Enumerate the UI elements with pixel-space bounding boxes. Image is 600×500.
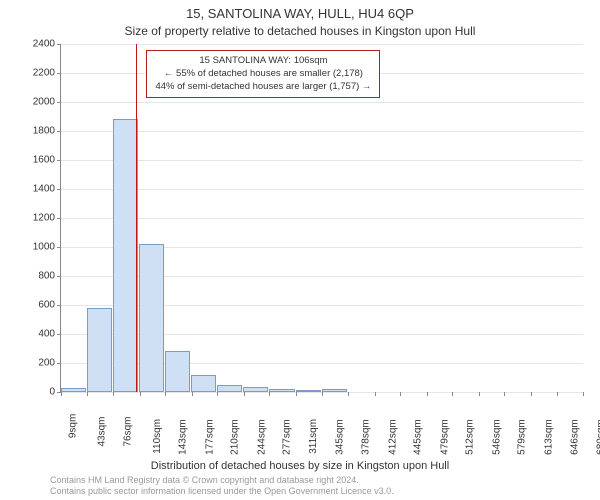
xtick-mark [504, 392, 505, 396]
page-title: 15, SANTOLINA WAY, HULL, HU4 6QP [0, 6, 600, 21]
xtick-mark [217, 392, 218, 396]
footer-line-2: Contains public sector information licen… [50, 486, 592, 498]
marker-line [136, 44, 137, 392]
ytick-mark [57, 276, 61, 277]
histogram-bar [296, 390, 321, 392]
ytick-mark [57, 73, 61, 74]
ytick-mark [57, 363, 61, 364]
xtick-mark [400, 392, 401, 396]
gridline [61, 102, 583, 103]
ytick-label: 2400 [33, 39, 55, 50]
ytick-mark [57, 189, 61, 190]
ytick-mark [57, 218, 61, 219]
xtick-mark [244, 392, 245, 396]
gridline [61, 160, 583, 161]
annotation-box: 15 SANTOLINA WAY: 106sqm← 55% of detache… [146, 50, 380, 98]
ytick-label: 1000 [33, 242, 55, 253]
xtick-mark [452, 392, 453, 396]
ytick-label: 600 [38, 300, 55, 311]
histogram-bar [217, 385, 242, 392]
ytick-label: 2000 [33, 97, 55, 108]
xtick-label: 479sqm [439, 419, 450, 455]
x-axis-label: Distribution of detached houses by size … [0, 460, 600, 472]
xtick-mark [192, 392, 193, 396]
histogram-bar [322, 389, 347, 392]
xtick-label: 311sqm [308, 419, 319, 454]
page-subtitle: Size of property relative to detached ho… [0, 24, 600, 38]
xtick-mark [140, 392, 141, 396]
footer-line-1: Contains HM Land Registry data © Crown c… [50, 475, 592, 487]
xtick-label: 579sqm [517, 419, 528, 455]
xtick-mark [269, 392, 270, 396]
xtick-label: 277sqm [282, 419, 293, 455]
xtick-mark [296, 392, 297, 396]
histogram-bar [165, 351, 190, 392]
xtick-mark [479, 392, 480, 396]
ytick-label: 200 [38, 358, 55, 369]
gridline [61, 131, 583, 132]
xtick-label: 9sqm [68, 414, 79, 438]
ytick-mark [57, 131, 61, 132]
histogram-bar [269, 389, 294, 392]
ytick-mark [57, 334, 61, 335]
ytick-mark [57, 160, 61, 161]
xtick-label: 378sqm [360, 419, 371, 455]
xtick-mark [583, 392, 584, 396]
histogram-bar [191, 375, 216, 392]
gridline [61, 218, 583, 219]
xtick-mark [322, 392, 323, 396]
ytick-label: 400 [38, 329, 55, 340]
xtick-label: 345sqm [335, 419, 346, 455]
annotation-line: 44% of semi-detached houses are larger (… [155, 81, 371, 94]
xtick-mark [87, 392, 88, 396]
xtick-label: 613sqm [543, 419, 554, 455]
ytick-label: 800 [38, 271, 55, 282]
ytick-label: 1600 [33, 155, 55, 166]
ytick-mark [57, 44, 61, 45]
ytick-label: 0 [49, 387, 55, 398]
xtick-label: 143sqm [178, 419, 189, 455]
xtick-label: 546sqm [491, 419, 502, 455]
gridline [61, 44, 583, 45]
ytick-mark [57, 305, 61, 306]
ytick-mark [57, 247, 61, 248]
xtick-label: 680sqm [595, 419, 600, 455]
ytick-label: 1200 [33, 213, 55, 224]
footer-attribution: Contains HM Land Registry data © Crown c… [50, 475, 592, 498]
xtick-mark [61, 392, 62, 396]
xtick-label: 210sqm [230, 419, 241, 455]
xtick-label: 412sqm [387, 419, 398, 455]
xtick-mark [348, 392, 349, 396]
xtick-mark [557, 392, 558, 396]
xtick-label: 110sqm [151, 419, 162, 454]
xtick-mark [531, 392, 532, 396]
xtick-mark [375, 392, 376, 396]
plot-area: 0200400600800100012001400160018002000220… [60, 44, 583, 393]
xtick-label: 76sqm [123, 417, 134, 447]
xtick-label: 512sqm [465, 419, 476, 455]
xtick-label: 646sqm [569, 419, 580, 455]
annotation-line: ← 55% of detached houses are smaller (2,… [155, 68, 371, 81]
xtick-label: 43sqm [97, 417, 108, 447]
xtick-mark [165, 392, 166, 396]
xtick-label: 445sqm [412, 419, 423, 455]
histogram-bar [87, 308, 112, 392]
ytick-label: 1400 [33, 184, 55, 195]
histogram-bar [113, 119, 138, 392]
xtick-label: 177sqm [204, 419, 215, 455]
xtick-label: 244sqm [256, 419, 267, 455]
xtick-mark [113, 392, 114, 396]
histogram-bar [61, 388, 86, 392]
annotation-line: 15 SANTOLINA WAY: 106sqm [155, 55, 371, 68]
ytick-label: 2200 [33, 68, 55, 79]
histogram-bar [243, 387, 268, 392]
histogram-bar [139, 244, 164, 392]
ytick-mark [57, 102, 61, 103]
gridline [61, 189, 583, 190]
xtick-mark [427, 392, 428, 396]
ytick-label: 1800 [33, 126, 55, 137]
chart-container: 15, SANTOLINA WAY, HULL, HU4 6QP Size of… [0, 0, 600, 500]
